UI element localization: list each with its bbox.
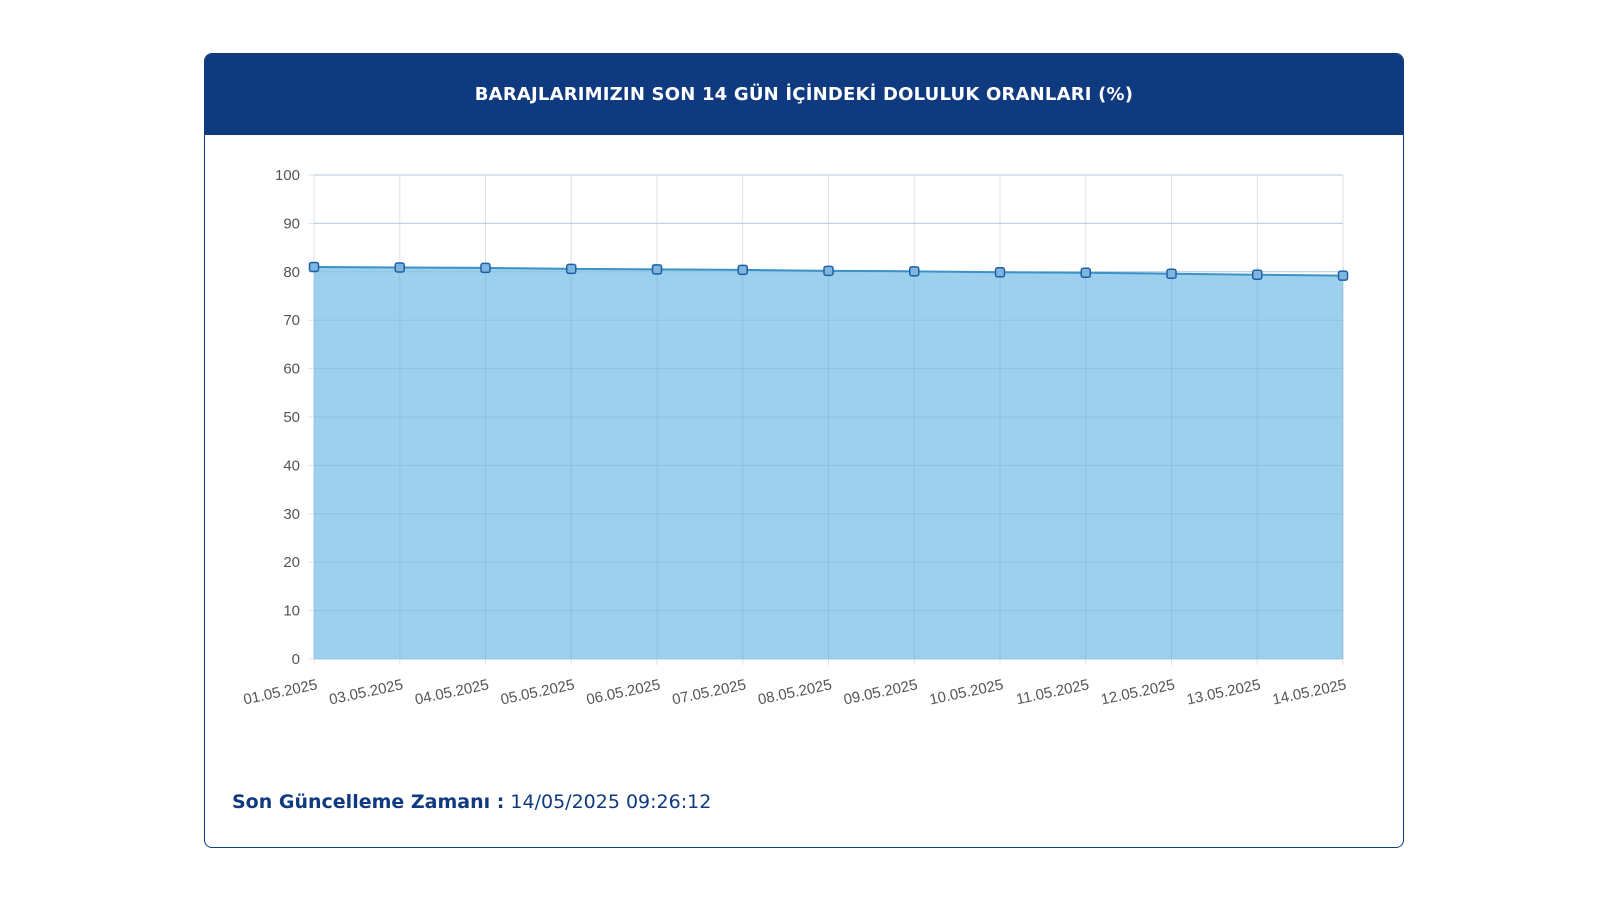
data-point	[566, 263, 577, 275]
y-tick-label: 60	[283, 361, 300, 378]
data-point	[737, 264, 748, 276]
data-point	[480, 262, 491, 274]
y-tick-label: 50	[283, 409, 300, 426]
data-point	[1337, 270, 1349, 281]
y-tick-label: 20	[283, 554, 300, 571]
x-tick-label: 05.05.2025	[499, 676, 576, 708]
y-tick-label: 80	[283, 264, 300, 281]
data-point	[1252, 269, 1263, 280]
data-point	[1166, 268, 1177, 279]
y-tick-label: 90	[283, 215, 300, 232]
last-update: Son Güncelleme Zamanı : 14/05/2025 09:26…	[232, 791, 711, 813]
data-point	[994, 267, 1006, 278]
fill-rate-chart: 0 10 20 30 40 50 60 70 80 90 100 01.05.2025 03.05.20…	[242, 167, 1349, 709]
x-tick-label: 04.05.2025	[413, 676, 490, 708]
x-tick-label: 13.05.2025	[1185, 676, 1262, 708]
x-tick-label: 14.05.2025	[1271, 676, 1348, 708]
x-tick-label: 10.05.2025	[928, 676, 1005, 708]
y-tick-label: 10	[283, 603, 300, 620]
y-tick-label: 70	[283, 312, 300, 329]
x-tick-label: 08.05.2025	[756, 676, 833, 708]
data-point	[823, 265, 834, 277]
y-tick-label: 0	[292, 651, 300, 668]
data-point	[394, 262, 405, 273]
data-point	[651, 264, 663, 275]
x-tick-label: 01.05.2025	[242, 676, 319, 708]
x-tick-label: 07.05.2025	[671, 676, 748, 708]
x-tick-label: 11.05.2025	[1015, 676, 1091, 708]
x-tick-label: 03.05.2025	[328, 676, 405, 708]
series-area	[314, 266, 1343, 659]
data-point	[308, 261, 320, 273]
x-tick-label: 09.05.2025	[842, 676, 919, 708]
x-tick-label: 12.05.2025	[1099, 676, 1176, 708]
last-update-value: 14/05/2025 09:26:12	[510, 791, 712, 813]
y-tick-label: 100	[275, 167, 300, 184]
y-tick-label: 30	[283, 506, 300, 523]
y-tick-label: 40	[283, 457, 300, 474]
data-point	[1080, 267, 1091, 279]
card-title: BARAJLARIMIZIN SON 14 GÜN İÇİNDEKİ DOLUL…	[474, 84, 1134, 105]
last-update-label: Son Güncelleme Zamanı :	[232, 791, 505, 813]
x-tick-label: 06.05.2025	[585, 676, 662, 708]
card-header: BARAJLARIMIZIN SON 14 GÜN İÇİNDEKİ DOLUL…	[205, 54, 1403, 135]
data-point	[909, 266, 920, 277]
chart-card: BARAJLARIMIZIN SON 14 GÜN İÇİNDEKİ DOLUL…	[204, 53, 1404, 848]
